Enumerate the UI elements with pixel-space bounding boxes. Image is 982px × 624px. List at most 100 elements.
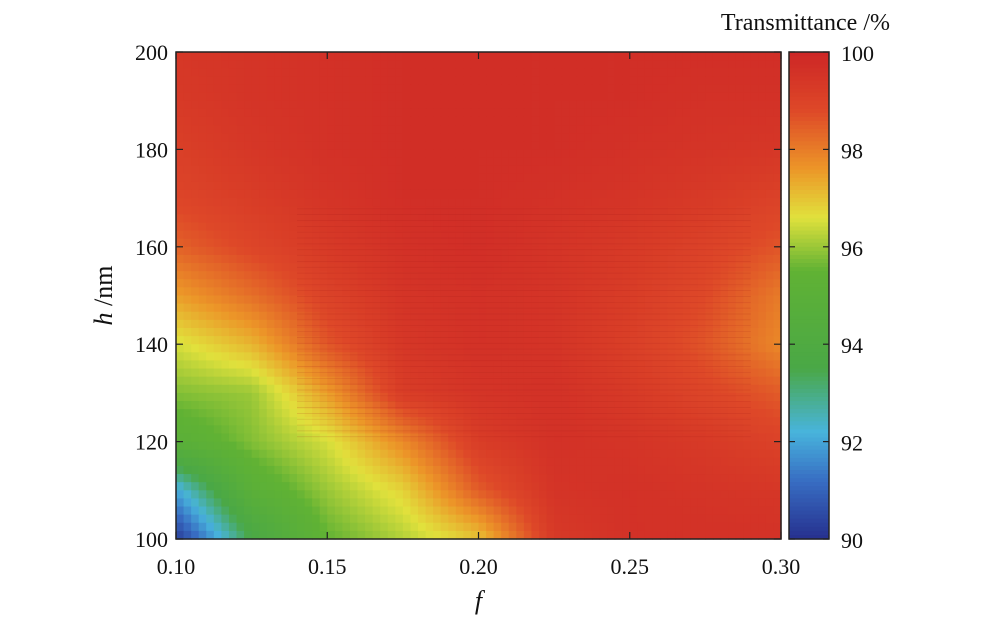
heatmap-cell xyxy=(191,506,200,516)
heatmap-cell xyxy=(297,157,306,167)
heatmap-cell xyxy=(508,92,517,102)
heatmap-cell xyxy=(652,474,661,483)
heatmap-cell xyxy=(402,108,412,118)
heatmap-cell xyxy=(289,344,298,353)
heatmap-cell xyxy=(297,506,306,516)
heatmap-cell xyxy=(448,165,457,175)
heatmap-cell xyxy=(750,376,759,386)
heatmap-cell xyxy=(607,238,616,248)
heatmap-cell xyxy=(463,246,472,256)
heatmap-cell xyxy=(690,100,699,110)
heatmap-cell xyxy=(228,108,238,118)
heatmap-cell xyxy=(478,149,487,159)
heatmap-cell xyxy=(682,165,691,175)
heatmap-cell xyxy=(191,165,200,175)
heatmap-cell xyxy=(244,84,253,94)
heatmap-cell xyxy=(531,84,540,94)
heatmap-cell xyxy=(735,84,744,94)
heatmap-cell xyxy=(607,133,616,142)
heatmap-cell xyxy=(690,246,699,256)
heatmap-cell xyxy=(266,401,275,410)
heatmap-cell xyxy=(244,295,253,305)
heatmap-cell xyxy=(486,92,495,102)
heatmap-cell xyxy=(198,287,207,297)
heatmap-cell xyxy=(728,141,737,150)
heatmap-cell xyxy=(750,92,759,102)
heatmap-cell xyxy=(266,198,275,207)
heatmap-cell xyxy=(176,60,185,69)
heatmap-cell xyxy=(682,327,691,337)
heatmap-cell xyxy=(334,263,343,272)
colorbar-segment xyxy=(789,234,829,240)
heatmap-cell xyxy=(584,522,593,532)
heatmap-cell xyxy=(274,457,283,467)
heatmap-cell xyxy=(357,133,366,142)
heatmap-cell xyxy=(486,206,495,215)
heatmap-cell xyxy=(349,457,359,467)
heatmap-cell xyxy=(251,116,260,126)
heatmap-cell xyxy=(463,230,472,240)
heatmap-cell xyxy=(478,125,487,134)
heatmap-cell xyxy=(297,230,306,240)
heatmap-cell xyxy=(440,100,449,110)
heatmap-cell xyxy=(690,319,699,329)
heatmap-cell xyxy=(433,173,442,183)
heatmap-cell xyxy=(228,311,238,321)
heatmap-cell xyxy=(395,514,404,524)
heatmap-cell xyxy=(607,441,616,451)
heatmap-cell xyxy=(425,352,434,362)
heatmap-cell xyxy=(667,206,676,215)
heatmap-cell xyxy=(539,254,548,264)
heatmap-cell xyxy=(440,60,449,69)
heatmap-cell xyxy=(660,530,669,540)
heatmap-cell xyxy=(463,222,472,232)
heatmap-cell xyxy=(607,433,616,443)
heatmap-cell xyxy=(486,514,495,524)
heatmap-cell xyxy=(508,344,517,353)
heatmap-cell xyxy=(652,60,661,69)
heatmap-cell xyxy=(448,327,457,337)
heatmap-cell xyxy=(236,457,245,467)
heatmap-cell xyxy=(758,336,767,345)
heatmap-cell xyxy=(622,490,631,500)
heatmap-cell xyxy=(297,116,306,126)
heatmap-cell xyxy=(720,238,729,248)
heatmap-cell xyxy=(690,295,699,305)
heatmap-cell xyxy=(221,417,230,426)
heatmap-cell xyxy=(221,433,230,443)
heatmap-cell xyxy=(327,157,336,167)
heatmap-cell xyxy=(652,246,661,256)
heatmap-cell xyxy=(508,279,517,288)
heatmap-cell xyxy=(357,514,366,524)
heatmap-cell xyxy=(448,311,457,321)
heatmap-cell xyxy=(682,425,691,435)
heatmap-cell xyxy=(735,360,744,370)
heatmap-cell xyxy=(289,125,298,134)
heatmap-cell xyxy=(576,181,585,191)
heatmap-cell xyxy=(183,149,192,159)
heatmap-cell xyxy=(765,116,775,126)
heatmap-cell xyxy=(206,336,215,345)
heatmap-cell xyxy=(735,92,744,102)
heatmap-cell xyxy=(493,76,502,86)
heatmap-cell xyxy=(554,116,563,126)
heatmap-cell xyxy=(357,141,366,150)
heatmap-cell xyxy=(682,52,691,61)
heatmap-cell xyxy=(206,76,215,86)
heatmap-cell xyxy=(342,149,351,159)
heatmap-cell xyxy=(387,311,396,321)
heatmap-cell xyxy=(244,254,253,264)
heatmap-cell xyxy=(463,409,472,418)
heatmap-cell xyxy=(667,514,676,524)
heatmap-cell xyxy=(342,92,351,102)
heatmap-cell xyxy=(720,417,729,426)
heatmap-cell xyxy=(259,352,268,362)
heatmap-cell xyxy=(176,230,185,240)
heatmap-cell xyxy=(478,344,487,353)
heatmap-cell xyxy=(569,433,578,443)
heatmap-cell xyxy=(614,457,623,467)
heatmap-cell xyxy=(365,344,374,353)
heatmap-cell xyxy=(758,271,767,280)
heatmap-cell xyxy=(289,206,298,215)
heatmap-cell xyxy=(304,360,313,370)
